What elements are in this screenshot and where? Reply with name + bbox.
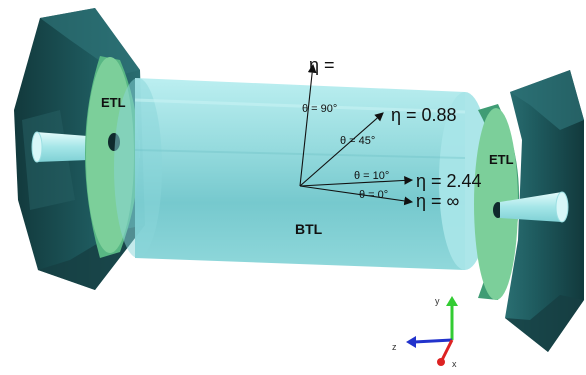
etl-left-label: ETL bbox=[101, 95, 126, 110]
eta-rays bbox=[299, 63, 414, 206]
x-axis-label: x bbox=[452, 359, 457, 369]
ray-theta-90 bbox=[299, 63, 317, 187]
etl-right-disk bbox=[474, 104, 519, 300]
theta-45-label: θ = 45° bbox=[340, 135, 376, 147]
ray-theta-10 bbox=[299, 176, 414, 187]
z-axis-arrow bbox=[413, 338, 453, 344]
etl-right-label: ETL bbox=[489, 152, 514, 167]
x-axis-arrow bbox=[440, 339, 454, 361]
eta-infinity-label: η = ∞ bbox=[416, 191, 460, 211]
theta-10-label: θ = 10° bbox=[354, 170, 390, 182]
right-beam-pipe bbox=[500, 191, 569, 223]
eta-244-label: η = 2.44 bbox=[416, 171, 482, 191]
btl-label: BTL bbox=[295, 221, 323, 237]
coordinate-axes bbox=[406, 296, 458, 366]
ray-theta-0 bbox=[299, 185, 414, 206]
y-axis-label: y bbox=[435, 296, 440, 306]
theta-0-label: θ = 0° bbox=[359, 189, 389, 201]
theta-90-label: θ = 90° bbox=[302, 103, 338, 115]
ray-theta-45 bbox=[299, 112, 384, 187]
z-axis-label: z bbox=[392, 342, 397, 352]
eta-088-label: η = 0.88 bbox=[391, 105, 457, 125]
eta-vertical-label: η = bbox=[309, 55, 335, 75]
